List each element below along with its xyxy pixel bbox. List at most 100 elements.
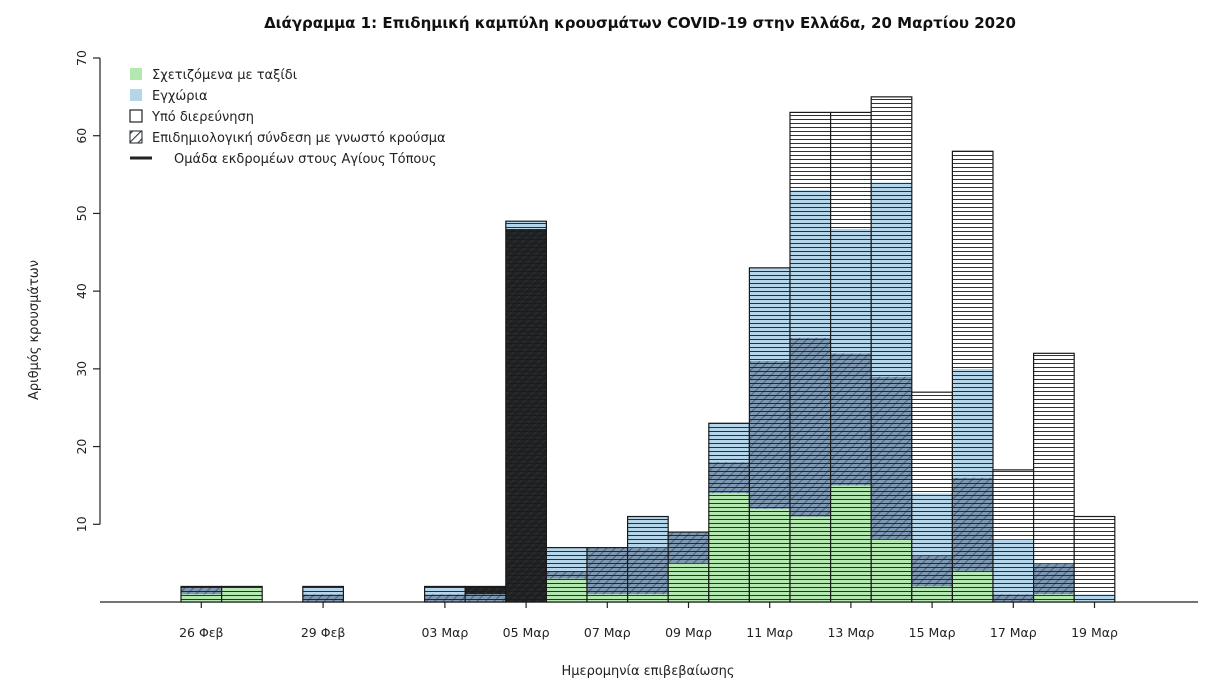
bar-segment-investigating [952,151,993,369]
bar-segment-travel [546,578,587,602]
legend-label: Ομάδα εκδρομέων στους Αγίους Τόπους [174,152,437,167]
bar-segment-linked [911,555,953,587]
bar-segment-local [911,493,953,556]
bar-outline [505,220,547,603]
bar-segment-travel [587,594,628,602]
legend-swatch [130,68,142,80]
legend-item: Υπό διερεύνηση [129,109,254,125]
bar-segment-linked [627,547,669,595]
bar-segment-investigating [871,96,912,183]
bar-segment-travel [790,516,831,602]
bar-segment-linked [708,462,750,494]
bar-segment-local [830,228,872,354]
bar-segment-investigating [911,392,953,494]
bar-segment-linked [1033,563,1075,595]
bar-outline [951,150,994,603]
y-axis-label: Αριθμός κρουσμάτων [27,260,42,400]
y-tick-label: 60 [74,128,89,144]
bar-segment-local [749,267,790,362]
legend-item: Ομάδα εκδρομέων στους Αγίους Τόπους [130,152,437,167]
x-tick-label: 15 Μαρ [909,625,956,640]
bar-segment-linked [546,570,587,579]
x-tick-label: 17 Μαρ [990,625,1037,640]
y-tick-label: 10 [74,516,89,532]
bar-segment-local [952,368,993,478]
bar-outline [302,585,344,603]
bar-segment-travel [749,508,790,602]
bar-outline [870,96,913,603]
legend-label: Εγχώρια [152,89,208,104]
bar-segment-local [627,516,669,548]
bar-segment-local [790,190,831,338]
legend-swatch [129,130,143,144]
legend-item: Σχετιζόμενα με ταξίδι [130,68,297,83]
y-tick-label: 30 [74,361,89,377]
legend-item: Επιδημιολογική σύνδεση με γνωστό κρούσμα [129,130,446,146]
bar-segment-local [505,221,547,229]
y-tick-label: 50 [74,205,89,221]
legend-label: Υπό διερεύνηση [151,110,254,125]
bar-segment-linked [465,594,506,602]
x-axis: 26 Φεβ 29 Φεβ 03 Μαρ 05 Μαρ 07 Μαρ 09 Μαρ 11 Μ… [100,601,1198,640]
bar-segment-linked [668,532,709,564]
bar-segment-local [302,586,344,595]
bar-segment-travel [911,586,953,602]
bar-segment-linked [790,337,831,517]
bar-segment-linked [993,594,1034,602]
bars [180,96,1116,603]
bar-segment-investigating [1074,516,1115,595]
legend-swatch [129,109,143,123]
bar-segment-local [546,547,587,571]
bar-segment-local [993,539,1034,595]
bar-segment-local [1074,594,1115,602]
bar-segment-travel [668,563,709,602]
x-tick-label: 09 Μαρ [665,625,712,640]
bar-segment-local [708,423,750,463]
x-tick-label: 13 Μαρ [827,625,874,640]
bar-segment-travel [1033,594,1075,602]
bar-segment-investigating [993,469,1034,540]
bar-segment-linked [952,477,993,571]
y-tick-label: 70 [74,50,89,66]
bar-segment-travel [830,485,872,602]
y-tick-label: 40 [74,283,89,299]
bar-segment-linked [181,586,222,595]
bar-segment-travel [708,493,750,602]
legend-label: Επιδημιολογική σύνδεση με γνωστό κρούσμα [152,131,446,146]
bar-segment-pilgrims [465,586,506,595]
x-tick-label: 26 Φεβ [179,625,223,640]
y-axis: 10 20 30 40 50 60 70 [74,50,101,532]
bar-segment-travel [221,586,263,602]
bar-segment-travel [871,539,912,602]
x-axis-label: Ημερομηνία επιβεβαίωσης [562,664,735,679]
bar-segment-investigating [1033,353,1075,564]
legend: Σχετιζόμενα με ταξίδι Εγχώρια Υπό διερεύνη… [129,68,446,167]
bar-outline [1032,352,1075,603]
bar-segment-travel [952,570,993,602]
bar-segment-linked [302,594,344,602]
legend-item: Εγχώρια [130,89,208,104]
bar-segment-local [871,182,912,377]
legend-swatch [130,89,142,101]
bar-outline [221,585,263,603]
legend-label: Σχετιζόμενα με ταξίδι [152,68,297,83]
x-tick-label: 11 Μαρ [746,625,793,640]
bar-segment-pilgrims [505,228,547,602]
bar-outline [1073,515,1116,603]
x-tick-label: 05 Μαρ [503,625,550,640]
bar-segment-linked [424,594,466,602]
bar-segment-linked [830,353,872,486]
bar-segment-linked [749,361,790,509]
y-tick-label: 20 [74,439,89,455]
chart-title: Διάγραμμα 1: Επιδημική καμπύλη κρουσμάτω… [264,14,1016,32]
bar-segment-local [424,586,466,595]
bar-segment-investigating [790,112,831,191]
bar-segment-travel [627,594,669,602]
x-tick-label: 03 Μαρ [421,625,468,640]
x-tick-label: 19 Μαρ [1071,625,1118,640]
bar-segment-linked [587,547,628,595]
x-tick-label: 07 Μαρ [584,625,631,640]
bar-segment-investigating [830,112,872,229]
bar-segment-travel [181,594,222,602]
